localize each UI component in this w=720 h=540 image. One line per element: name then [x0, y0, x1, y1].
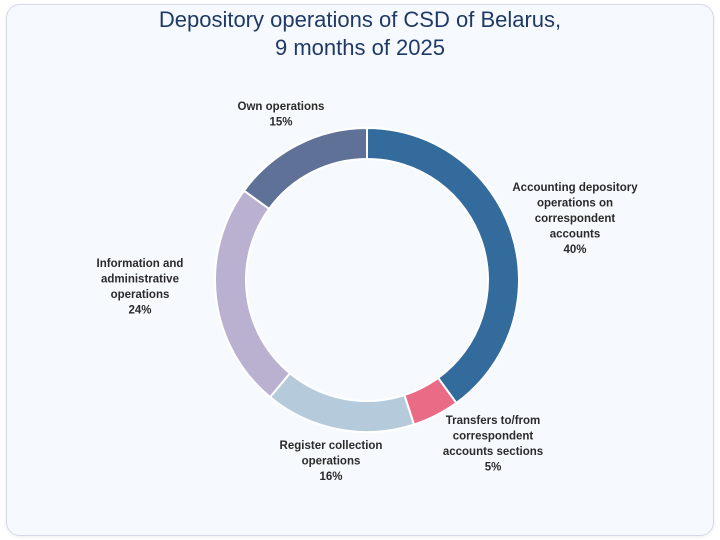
donut-slices — [214, 126, 520, 433]
slice-label-line: administrative — [101, 274, 179, 286]
slice-label: Transfers to/from correspondent accounts s… — [443, 415, 543, 474]
chart-card — [6, 4, 714, 536]
slice-labels: Accounting depository operations on corres… — [97, 101, 639, 483]
slice-label-line: Transfers to/from — [446, 415, 541, 427]
slice-label: Accounting depository operations on corres… — [512, 182, 638, 256]
slice-value-label: 40% — [563, 244, 586, 256]
slice-label-line: Information and — [97, 258, 184, 270]
slice-label-line: operations — [111, 289, 170, 301]
chart-title: Depository operations of CSD of Belarus,… — [0, 6, 720, 62]
slice-label-line: operations — [302, 456, 361, 468]
slice-label-line: Accounting depository — [512, 182, 638, 194]
slice-value-label: 5% — [485, 462, 502, 474]
chart-title-line-2: 9 months of 2025 — [274, 35, 445, 60]
slice-label-line: Register collection — [280, 440, 383, 452]
slice-label: Information and administrative operations 2… — [97, 258, 184, 317]
donut-slice — [268, 371, 416, 433]
slice-value-label: 16% — [319, 471, 342, 483]
slice-label-line: correspondent — [535, 213, 616, 225]
slice-label-line: correspondent — [453, 431, 534, 443]
slice-label-line: accounts — [550, 229, 601, 241]
slice-label: Own operations 15% — [238, 101, 325, 129]
slice-label: Register collection operations 16% — [280, 440, 383, 483]
slice-label-line: accounts sections — [443, 446, 543, 458]
slice-value-label: 24% — [128, 305, 151, 317]
slice-label-line: operations on — [537, 198, 613, 210]
donut-slice — [366, 126, 520, 405]
donut-slice — [242, 126, 368, 211]
donut-slice — [214, 189, 292, 399]
slice-value-label: 15% — [269, 117, 292, 129]
chart-title-line-1: Depository operations of CSD of Belarus, — [158, 7, 562, 32]
slice-label-line: Own operations — [238, 101, 325, 113]
